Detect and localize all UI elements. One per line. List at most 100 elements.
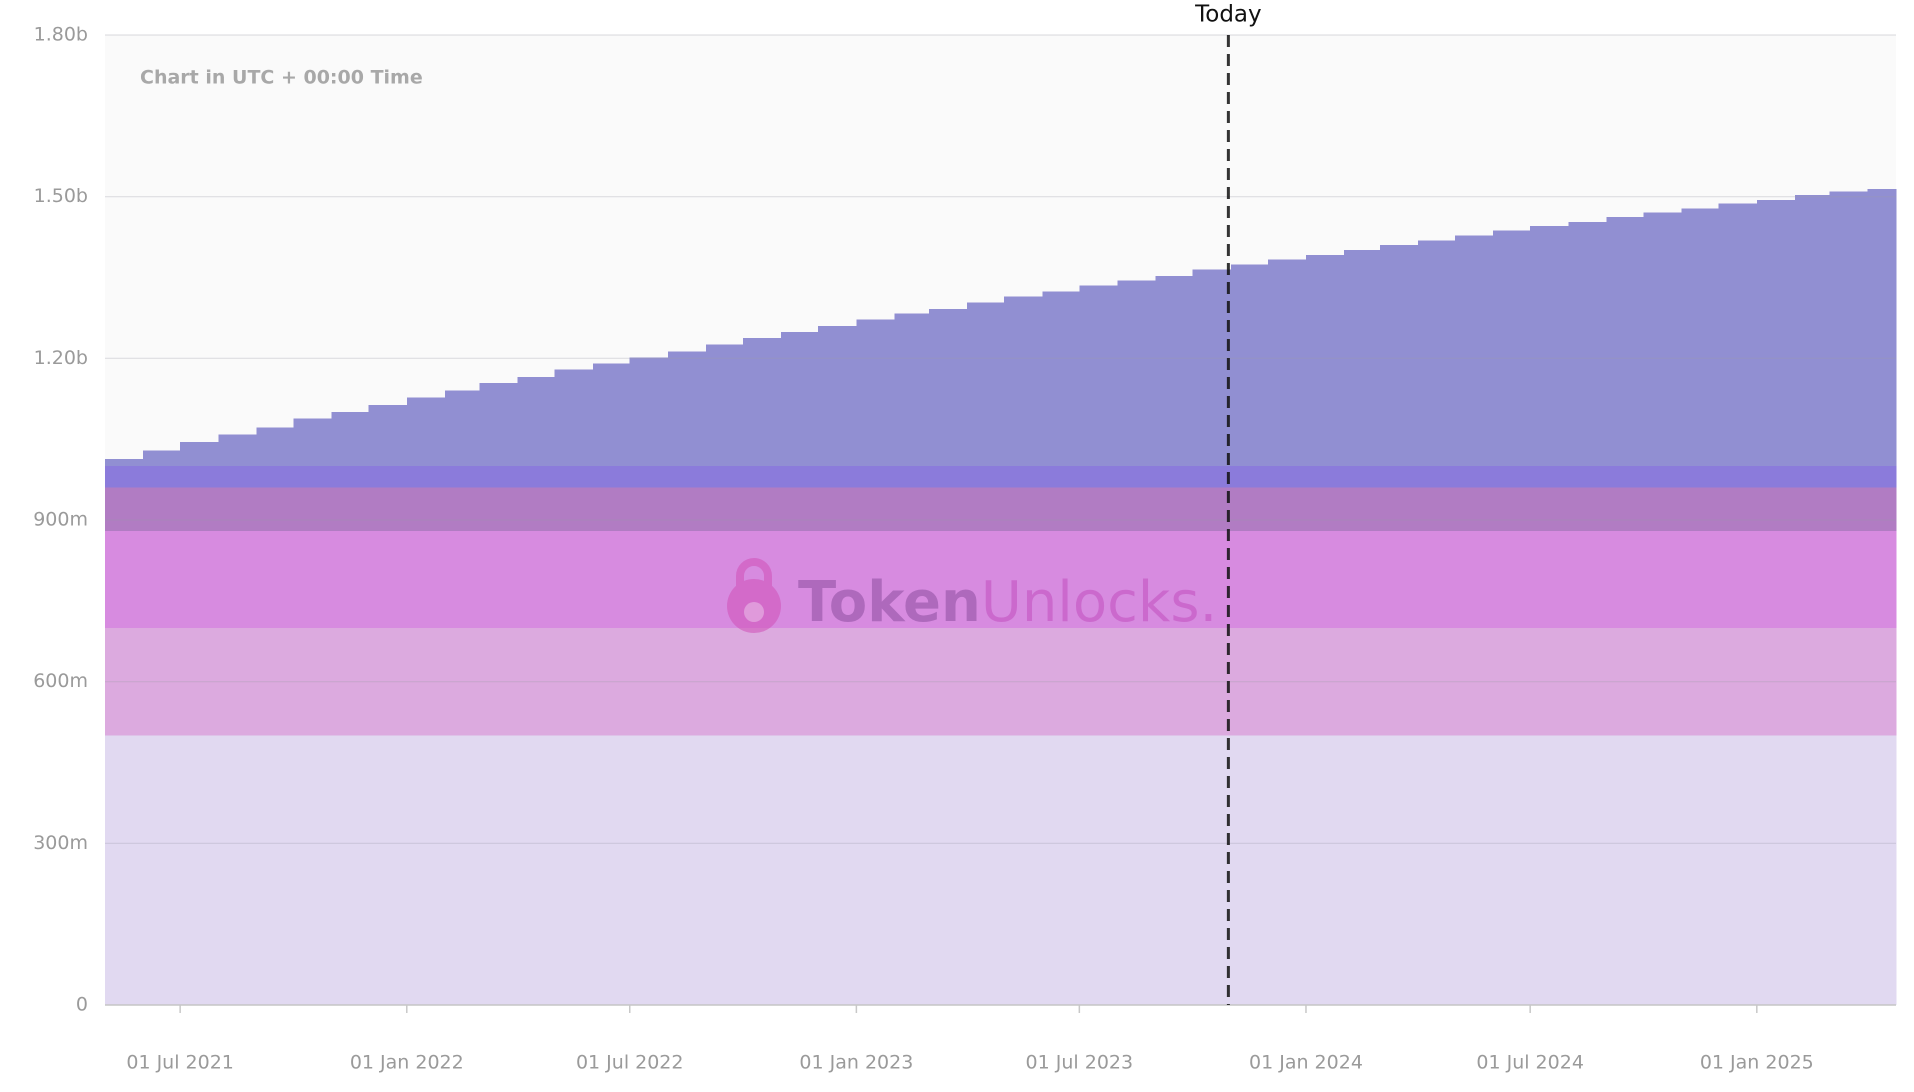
area-step (554, 627, 594, 736)
area-step (1192, 466, 1232, 488)
area-step (706, 487, 744, 531)
area-step (331, 627, 370, 736)
area-step (1418, 466, 1456, 488)
area-step (1117, 627, 1157, 736)
area-step (143, 530, 181, 628)
area-step (1004, 466, 1043, 488)
area-step (479, 383, 519, 467)
area-step (781, 735, 819, 1005)
area-step (1079, 487, 1119, 531)
area-step (218, 466, 258, 488)
area-step (1379, 627, 1419, 736)
area-step (1305, 530, 1345, 628)
area-step (105, 466, 144, 488)
area-step (256, 427, 294, 467)
area-step (1718, 530, 1758, 628)
area-step (554, 466, 594, 488)
y-tick-label: 600m (33, 670, 88, 692)
area-step (592, 466, 631, 488)
area-step (894, 530, 930, 628)
area-step (1230, 627, 1269, 736)
area-step (1455, 627, 1494, 736)
area-step (967, 487, 1005, 531)
area-step (1867, 627, 1897, 736)
area-step (1305, 466, 1345, 488)
area-step (444, 530, 480, 628)
area-step (368, 735, 408, 1005)
area-step (1079, 627, 1119, 736)
area-step (105, 627, 144, 736)
area-step (1004, 487, 1043, 531)
area-step (444, 735, 480, 1005)
area-step (706, 735, 744, 1005)
area-step (218, 627, 258, 736)
area-step (929, 627, 968, 736)
area-step (1155, 627, 1194, 736)
area-step (1718, 735, 1758, 1005)
area-step (218, 487, 258, 531)
area-step (1267, 259, 1307, 467)
area-step (1606, 466, 1644, 488)
area-step (856, 530, 896, 628)
area-step (293, 487, 333, 531)
y-tick-label: 1.50b (34, 185, 88, 207)
area-step (368, 530, 408, 628)
area-step (1718, 466, 1758, 488)
area-step (1079, 466, 1119, 488)
x-tick-label: 01 Jan 2023 (799, 1052, 913, 1074)
area-step (1155, 487, 1194, 531)
area-step (1117, 487, 1157, 531)
area-step (1681, 530, 1720, 628)
area-step (406, 530, 446, 628)
area-step (1305, 254, 1345, 467)
area-step (1155, 530, 1194, 628)
area-step (1643, 466, 1683, 488)
area-step (818, 466, 857, 488)
area-step (143, 627, 181, 736)
area-step (929, 530, 968, 628)
area-step (1606, 735, 1644, 1005)
area-step (1794, 627, 1830, 736)
area-step (818, 326, 857, 467)
area-step (143, 450, 181, 467)
area-step (1756, 466, 1796, 488)
area-step (143, 466, 181, 488)
watermark: TokenUnlocks. (798, 570, 1217, 635)
area-step (406, 487, 446, 531)
area-step (331, 412, 370, 467)
area-step (743, 735, 782, 1005)
area-step (1379, 530, 1419, 628)
area-step (629, 357, 669, 467)
area-step (406, 397, 446, 467)
area-step (1267, 487, 1307, 531)
area-step (368, 466, 408, 488)
area-step (1042, 291, 1080, 467)
area-step (1568, 221, 1608, 467)
area-step (1455, 735, 1494, 1005)
area-step (1418, 627, 1456, 736)
area-step (1493, 530, 1531, 628)
lock-hole (744, 602, 764, 622)
watermark-icon (727, 558, 781, 633)
area-step (1230, 264, 1269, 467)
area-step (1606, 627, 1644, 736)
area-step (706, 344, 744, 467)
area-step (667, 735, 707, 1005)
area-step (1794, 487, 1830, 531)
area-step (1042, 735, 1080, 1005)
area-step (1829, 191, 1869, 467)
area-step (1718, 487, 1758, 531)
area-step (1867, 189, 1897, 467)
area-step (1379, 466, 1419, 488)
area-step (1418, 530, 1456, 628)
area-step (1079, 530, 1119, 628)
area-step (180, 627, 219, 736)
area-step (1418, 487, 1456, 531)
area-step (1530, 466, 1569, 488)
area-step (743, 337, 782, 467)
area-step (1568, 627, 1608, 736)
area-step (105, 735, 144, 1005)
area-step (781, 530, 819, 628)
